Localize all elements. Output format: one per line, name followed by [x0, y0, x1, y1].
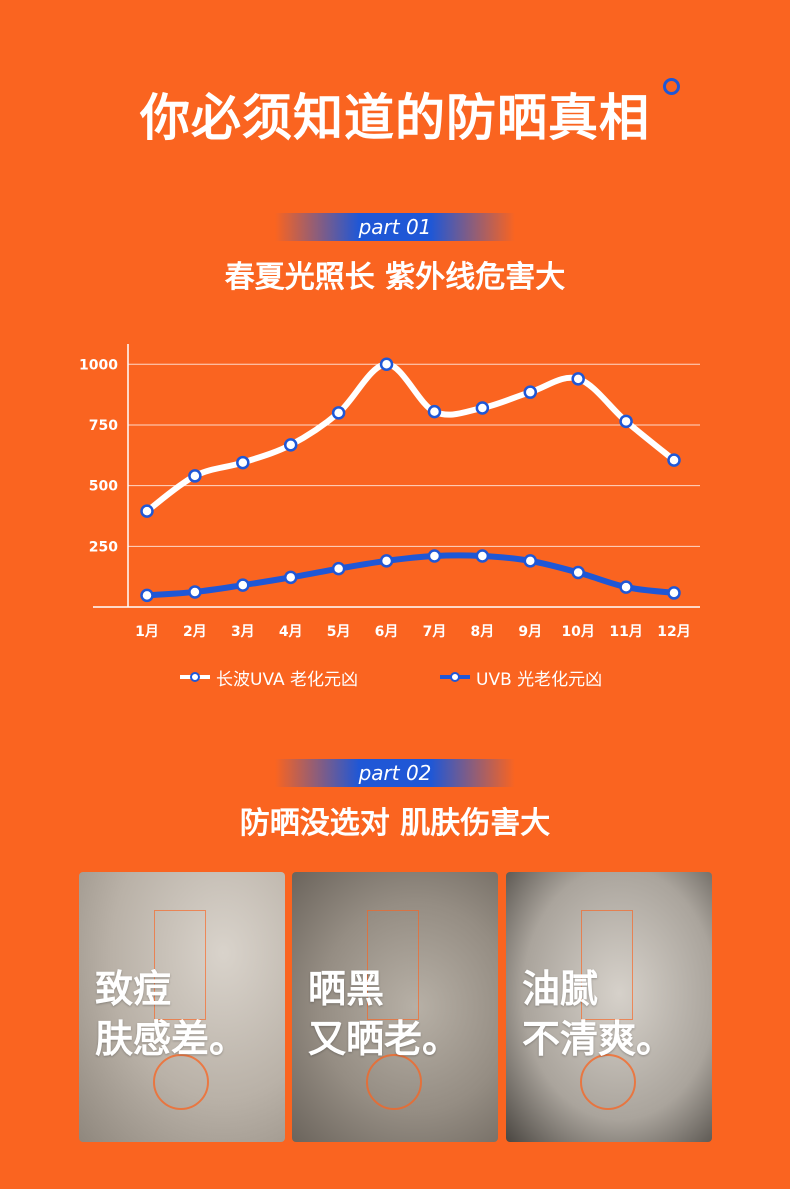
data-point-uvb [571, 565, 585, 580]
data-point-uvb [523, 554, 538, 568]
x-tick-label: 4月 [279, 624, 303, 640]
caption-line-1: 致痘 [95, 967, 172, 1011]
photo-caption: 致痘 肤感差。 [95, 964, 247, 1064]
data-point-uva [283, 438, 298, 452]
x-tick-label: 3月 [231, 624, 255, 640]
x-tick-label: 10月 [561, 624, 594, 640]
data-point-uva [140, 504, 154, 518]
data-point-uva [523, 385, 538, 399]
x-tick-label: 5月 [327, 624, 351, 640]
data-point-uva [619, 414, 633, 429]
exclamation-bar-icon [154, 910, 206, 1020]
caption-line-2: 不清爽。 [522, 1017, 675, 1061]
data-point-uvb [427, 549, 442, 563]
page-title: 你必须知道的防晒真相 [140, 89, 650, 147]
caption-line-1: 晒黑 [308, 967, 385, 1011]
x-tick-label: 11月 [609, 624, 642, 640]
y-tick-label: 500 [89, 479, 118, 495]
y-tick-label: 750 [89, 418, 118, 434]
photo-card-acne: 致痘 肤感差。 [79, 872, 285, 1142]
data-point-uvb [619, 580, 633, 594]
data-point-uvb [188, 585, 202, 599]
photo-caption: 晒黑 又晒老。 [308, 964, 460, 1064]
part2-heading: 防晒没选对 肌肤伤害大 [239, 806, 551, 841]
x-tick-label: 12月 [657, 624, 690, 640]
legend-label-uva: 长波UVA 老化元凶 [216, 669, 359, 690]
degree-mark-icon [663, 78, 680, 95]
data-point-uvb [236, 578, 250, 592]
series-line-uva [144, 361, 677, 515]
photo-card-tanning: 晒黑 又晒老。 [292, 872, 498, 1142]
uv-line-chart: 250 500 750 1000 1月 2月 3月 4月 5月 6月 7月 8月 9月 10月 11月 12月 [79, 344, 700, 640]
data-point-uva [188, 469, 202, 483]
x-tick-label: 9月 [518, 624, 542, 640]
series-line-uvb [144, 552, 677, 599]
caption-line-1: 油腻 [522, 967, 599, 1011]
exclamation-bar-icon [581, 910, 633, 1020]
exclamation-dot-icon [153, 1054, 209, 1110]
uvb-legend-swatch-icon [440, 671, 470, 683]
exclamation-dot-icon [366, 1054, 422, 1110]
y-tick-label: 250 [89, 539, 118, 555]
data-point-uvb [475, 549, 490, 563]
data-point-uva [427, 404, 442, 419]
data-point-uva [379, 357, 394, 372]
data-point-uvb [331, 561, 346, 576]
exclamation-bar-icon [367, 910, 419, 1020]
exclamation-dot-icon [580, 1054, 636, 1110]
legend-item-uva: 长波UVA 老化元凶 [180, 664, 358, 690]
photo-caption: 油腻 不清爽。 [522, 964, 674, 1064]
y-tick-label: 1000 [79, 357, 118, 373]
data-point-uva [571, 372, 585, 386]
part1-badge: part 01 [275, 213, 515, 241]
data-point-uva [475, 401, 490, 415]
x-tick-label: 8月 [470, 624, 494, 640]
legend-item-uvb: UVB 光老化元凶 [440, 664, 602, 690]
legend-label-uvb: UVB 光老化元凶 [476, 669, 603, 690]
data-point-uva [236, 455, 250, 470]
data-point-uva [667, 453, 681, 467]
part2-badge: part 02 [275, 759, 515, 787]
x-tick-label: 2月 [183, 624, 207, 640]
data-point-uvb [379, 554, 394, 568]
caption-line-2: 肤感差。 [95, 1017, 248, 1061]
caption-line-2: 又晒老。 [308, 1017, 461, 1061]
photo-card-oily: 油腻 不清爽。 [506, 872, 712, 1142]
x-tick-label: 7月 [423, 624, 447, 640]
data-point-uva [331, 406, 346, 420]
data-point-uvb [140, 588, 154, 603]
uva-legend-swatch-icon [180, 671, 210, 683]
data-point-uvb [283, 570, 298, 585]
x-tick-label: 6月 [375, 624, 399, 640]
data-point-uvb [667, 586, 681, 600]
x-tick-label: 1月 [135, 624, 159, 640]
part1-heading: 春夏光照长 紫外线危害大 [224, 260, 566, 295]
